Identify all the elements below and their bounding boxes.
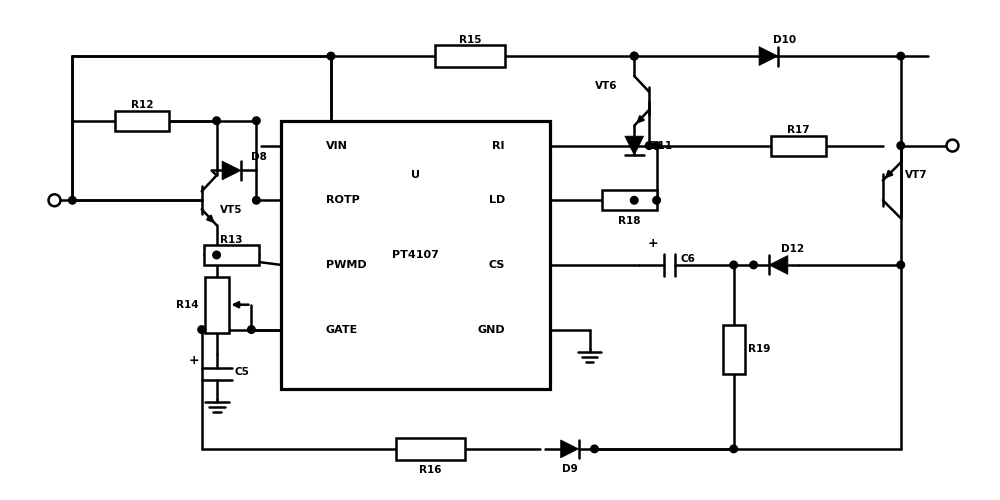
Text: GND: GND xyxy=(477,324,505,334)
Circle shape xyxy=(653,142,660,150)
Bar xyxy=(281,120,550,389)
Text: PT4107: PT4107 xyxy=(392,250,439,260)
Circle shape xyxy=(630,142,638,150)
Text: R14: R14 xyxy=(176,300,199,310)
Circle shape xyxy=(253,117,260,124)
Text: D9: D9 xyxy=(562,464,577,474)
Polygon shape xyxy=(759,46,778,66)
Text: VT6: VT6 xyxy=(595,81,617,91)
Circle shape xyxy=(750,261,757,268)
Text: D11: D11 xyxy=(649,140,672,150)
Circle shape xyxy=(730,445,737,452)
Bar xyxy=(115,111,169,130)
Circle shape xyxy=(653,196,660,204)
Bar xyxy=(771,136,826,156)
Bar xyxy=(435,45,505,67)
Polygon shape xyxy=(625,136,644,155)
Circle shape xyxy=(630,196,638,204)
Text: LD: LD xyxy=(489,196,505,205)
Text: PWMD: PWMD xyxy=(326,260,367,270)
Text: R13: R13 xyxy=(220,234,243,244)
Text: R12: R12 xyxy=(131,100,153,110)
Text: R15: R15 xyxy=(459,34,481,44)
Text: ROTP: ROTP xyxy=(326,196,360,205)
Circle shape xyxy=(248,326,255,334)
Text: R17: R17 xyxy=(787,125,810,135)
Polygon shape xyxy=(561,440,579,458)
Text: R18: R18 xyxy=(618,216,641,226)
Circle shape xyxy=(213,117,220,124)
Text: U: U xyxy=(411,170,420,180)
Text: RI: RI xyxy=(492,140,505,150)
Bar xyxy=(396,438,465,460)
Text: D10: D10 xyxy=(773,35,797,45)
Circle shape xyxy=(947,140,958,151)
Circle shape xyxy=(630,52,638,60)
Text: R19: R19 xyxy=(748,344,770,354)
Bar xyxy=(205,277,229,332)
Bar xyxy=(204,245,259,265)
Text: VIN: VIN xyxy=(326,140,348,150)
Circle shape xyxy=(591,445,598,452)
Text: +: + xyxy=(648,237,659,250)
Circle shape xyxy=(198,326,205,334)
Circle shape xyxy=(730,261,737,268)
Circle shape xyxy=(645,142,653,150)
Bar xyxy=(723,324,745,374)
Bar xyxy=(602,190,657,210)
Circle shape xyxy=(327,52,335,60)
Circle shape xyxy=(897,52,905,60)
Text: R16: R16 xyxy=(419,466,442,475)
Text: +: + xyxy=(189,354,200,368)
Text: CS: CS xyxy=(489,260,505,270)
Circle shape xyxy=(897,142,905,150)
Polygon shape xyxy=(222,161,241,180)
Text: C5: C5 xyxy=(234,368,249,378)
Text: D12: D12 xyxy=(781,244,805,254)
Circle shape xyxy=(897,261,905,268)
Text: GATE: GATE xyxy=(326,324,358,334)
Text: C6: C6 xyxy=(680,254,695,264)
Polygon shape xyxy=(769,256,788,274)
Circle shape xyxy=(213,251,220,259)
Circle shape xyxy=(630,52,638,60)
Circle shape xyxy=(69,196,76,204)
Circle shape xyxy=(49,194,60,206)
Text: VT5: VT5 xyxy=(220,205,242,215)
Text: VT7: VT7 xyxy=(905,170,927,180)
Text: D8: D8 xyxy=(251,152,267,162)
Circle shape xyxy=(253,196,260,204)
